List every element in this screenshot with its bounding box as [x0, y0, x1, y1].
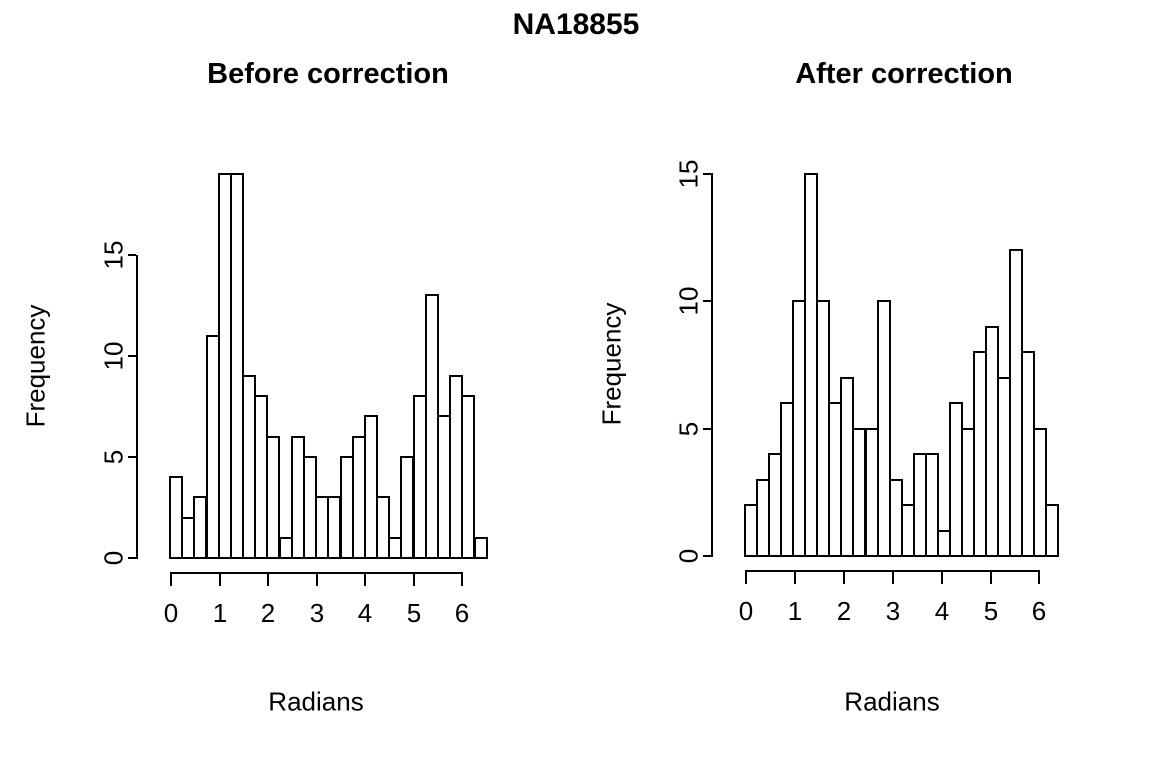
- x-tick-label: 4: [934, 596, 950, 626]
- y-tick-label: 5: [98, 449, 129, 465]
- x-tick: [941, 572, 943, 584]
- y-axis-label-after: Frequency: [596, 302, 627, 426]
- y-tick: [703, 428, 711, 430]
- y-tick-label: 5: [673, 421, 704, 437]
- x-tick: [990, 572, 992, 584]
- histogram-bar: [266, 436, 280, 559]
- x-tick-label: 6: [1031, 596, 1047, 626]
- x-tick: [843, 572, 845, 584]
- y-tick-label: 15: [98, 240, 129, 270]
- x-tick-label: 1: [212, 598, 228, 628]
- histogram-bar: [925, 453, 939, 557]
- x-axis: [745, 570, 1040, 572]
- x-tick: [364, 574, 366, 586]
- y-tick: [128, 355, 136, 357]
- x-tick: [316, 574, 318, 586]
- y-tick: [703, 555, 711, 557]
- y-tick: [128, 254, 136, 256]
- x-axis: [170, 572, 463, 574]
- x-tick: [892, 572, 894, 584]
- x-tick-label: 2: [836, 596, 852, 626]
- x-tick-label: 5: [983, 596, 999, 626]
- y-tick: [128, 557, 136, 559]
- histogram-bar: [327, 496, 341, 559]
- y-tick-label: 10: [673, 286, 704, 316]
- x-tick-label: 3: [885, 596, 901, 626]
- x-tick-label: 0: [738, 596, 754, 626]
- x-tick-label: 1: [787, 596, 803, 626]
- x-tick-label: 4: [357, 598, 373, 628]
- x-tick-label: 5: [406, 598, 422, 628]
- histogram-bar: [193, 496, 207, 559]
- y-tick: [703, 173, 711, 175]
- x-tick: [1038, 572, 1040, 584]
- histogram-bar: [877, 300, 891, 557]
- histogram-bar: [1033, 428, 1047, 557]
- x-tick: [219, 574, 221, 586]
- x-axis-label-after: Radians: [844, 686, 940, 717]
- panel-title-before: Before correction: [207, 58, 449, 90]
- x-tick-label: 6: [454, 598, 470, 628]
- x-axis-label-before: Radians: [268, 686, 364, 717]
- x-tick: [794, 572, 796, 584]
- histogram-bar: [852, 428, 866, 557]
- y-tick: [128, 456, 136, 458]
- y-tick: [703, 300, 711, 302]
- y-tick-label: 0: [673, 548, 704, 564]
- x-tick: [461, 574, 463, 586]
- x-tick: [413, 574, 415, 586]
- x-tick: [170, 574, 172, 586]
- y-tick-label: 10: [98, 341, 129, 371]
- histogram-bar: [1045, 504, 1059, 557]
- y-tick-label: 0: [98, 550, 129, 566]
- y-axis: [136, 255, 138, 559]
- histogram-bar: [230, 173, 244, 559]
- y-axis-label-before: Frequency: [20, 304, 51, 428]
- y-axis: [711, 173, 713, 557]
- histogram-bar: [461, 395, 475, 559]
- x-tick-label: 3: [309, 598, 325, 628]
- histogram-bar: [400, 456, 414, 559]
- histogram-bar: [364, 415, 378, 559]
- histogram-bar: [474, 537, 488, 559]
- x-tick-label: 2: [260, 598, 276, 628]
- panel-title-after: After correction: [795, 58, 1013, 90]
- y-tick-label: 15: [673, 159, 704, 189]
- x-tick: [267, 574, 269, 586]
- x-tick-label: 0: [163, 598, 179, 628]
- x-tick: [745, 572, 747, 584]
- histogram-bar: [376, 496, 390, 559]
- figure-title: NA18855: [512, 8, 640, 41]
